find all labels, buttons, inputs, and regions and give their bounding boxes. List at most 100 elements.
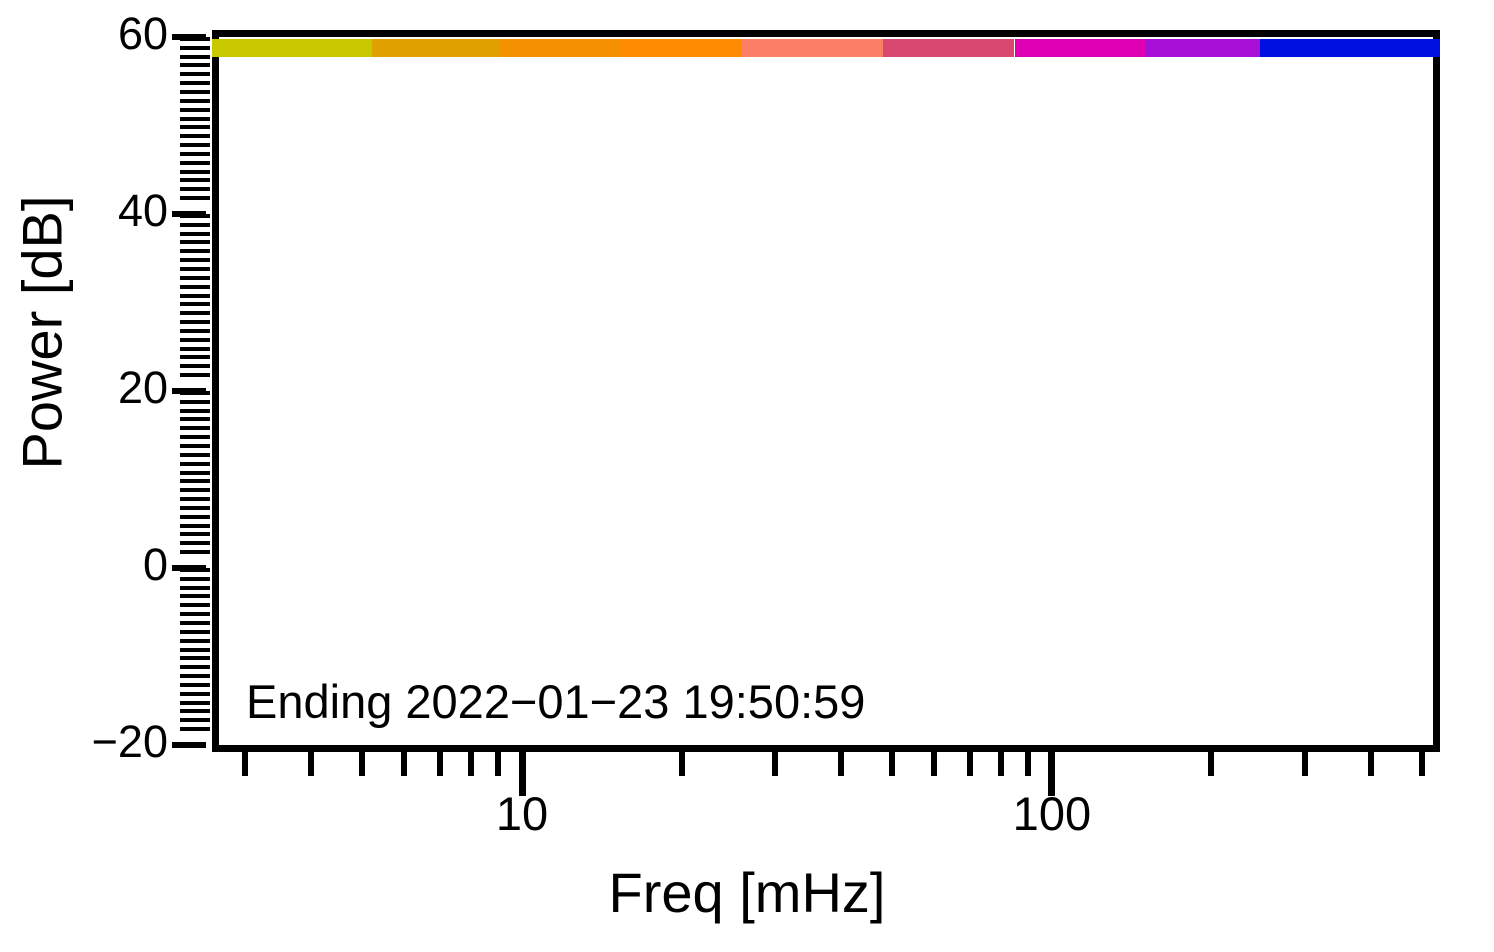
y-minor-tick bbox=[180, 355, 210, 360]
x-minor-tick bbox=[966, 752, 973, 776]
y-minor-tick bbox=[180, 505, 210, 510]
x-minor-tick bbox=[494, 752, 501, 776]
y-minor-tick bbox=[180, 293, 210, 298]
y-minor-tick bbox=[180, 36, 210, 41]
y-minor-tick bbox=[180, 81, 210, 86]
y-minor-tick bbox=[180, 461, 210, 466]
y-minor-tick bbox=[180, 328, 210, 333]
y-minor-tick bbox=[180, 426, 210, 431]
x-minor-tick bbox=[241, 752, 248, 776]
y-minor-tick bbox=[180, 417, 210, 422]
x-major-tick bbox=[518, 752, 526, 796]
y-minor-tick bbox=[180, 125, 210, 130]
y-minor-tick bbox=[180, 612, 210, 617]
y-minor-tick bbox=[180, 178, 210, 183]
y-major-tick-0 bbox=[172, 742, 206, 748]
plot-frame bbox=[212, 30, 1440, 752]
y-tick-label-4: 60 bbox=[117, 8, 168, 59]
y-minor-tick bbox=[180, 691, 210, 696]
x-minor-tick bbox=[1301, 752, 1308, 776]
y-minor-tick bbox=[180, 514, 210, 519]
y-minor-tick bbox=[180, 98, 210, 103]
top-color-bar bbox=[212, 39, 1440, 57]
y-minor-tick bbox=[180, 603, 210, 608]
y-minor-tick bbox=[180, 275, 210, 280]
color-bar-segment-3 bbox=[621, 39, 742, 57]
y-minor-tick bbox=[180, 213, 210, 218]
x-minor-tick bbox=[308, 752, 315, 776]
y-minor-tick bbox=[180, 682, 210, 687]
y-minor-tick bbox=[180, 151, 210, 156]
y-minor-tick bbox=[180, 89, 210, 94]
color-bar-segment-2 bbox=[500, 39, 622, 57]
y-tick-label-2: 20 bbox=[117, 362, 168, 413]
y-minor-tick bbox=[180, 169, 210, 174]
y-minor-tick bbox=[180, 258, 210, 263]
y-minor-tick bbox=[180, 620, 210, 625]
x-minor-tick bbox=[359, 752, 366, 776]
x-axis-title: Freq [mHz] bbox=[608, 861, 886, 924]
y-minor-tick bbox=[180, 541, 210, 546]
y-minor-tick bbox=[180, 63, 210, 68]
x-minor-tick bbox=[997, 752, 1004, 776]
x-minor-tick bbox=[678, 752, 685, 776]
x-minor-tick bbox=[401, 752, 408, 776]
y-minor-tick bbox=[180, 222, 210, 227]
y-minor-tick bbox=[180, 576, 210, 581]
y-minor-tick bbox=[180, 231, 210, 236]
x-tick-label-0: 10 bbox=[495, 787, 549, 840]
y-minor-tick bbox=[180, 594, 210, 599]
y-axis-title: Power [dB] bbox=[10, 195, 74, 470]
y-minor-tick bbox=[180, 160, 210, 165]
x-minor-tick bbox=[889, 752, 896, 776]
y-minor-tick bbox=[180, 196, 210, 201]
y-minor-tick bbox=[180, 665, 210, 670]
color-bar-segment-8 bbox=[1259, 39, 1440, 57]
color-bar-segment-7 bbox=[1145, 39, 1260, 57]
y-minor-tick bbox=[180, 647, 210, 652]
x-minor-tick bbox=[1208, 752, 1215, 776]
y-minor-tick bbox=[180, 266, 210, 271]
y-minor-tick bbox=[180, 497, 210, 502]
x-axis-ticks bbox=[212, 752, 1440, 796]
y-tick-label-0: −20 bbox=[91, 716, 168, 767]
y-minor-tick bbox=[180, 709, 210, 714]
y-minor-tick bbox=[180, 470, 210, 475]
y-minor-tick bbox=[180, 373, 210, 378]
y-axis-minor-ticks bbox=[180, 30, 212, 752]
x-minor-tick bbox=[1419, 752, 1426, 776]
y-minor-tick bbox=[180, 585, 210, 590]
y-minor-tick bbox=[180, 435, 210, 440]
y-minor-tick bbox=[180, 638, 210, 643]
y-minor-tick bbox=[180, 107, 210, 112]
y-minor-tick bbox=[180, 302, 210, 307]
color-bar-segment-6 bbox=[1014, 39, 1146, 57]
y-minor-tick bbox=[180, 187, 210, 192]
y-minor-tick bbox=[180, 240, 210, 245]
y-minor-tick bbox=[180, 674, 210, 679]
y-minor-tick bbox=[180, 488, 210, 493]
y-minor-tick bbox=[180, 399, 210, 404]
y-minor-tick bbox=[180, 523, 210, 528]
x-minor-tick bbox=[1024, 752, 1031, 776]
x-minor-tick bbox=[467, 752, 474, 776]
color-bar-segment-5 bbox=[882, 39, 1015, 57]
y-minor-tick bbox=[180, 550, 210, 555]
color-bar-segment-1 bbox=[371, 39, 501, 57]
x-minor-tick bbox=[771, 752, 778, 776]
y-minor-tick bbox=[180, 284, 210, 289]
y-minor-tick bbox=[180, 700, 210, 705]
y-minor-tick bbox=[180, 72, 210, 77]
color-bar-segment-0 bbox=[212, 39, 372, 57]
annotation-ending-timestamp: Ending 2022−01−23 19:50:59 bbox=[246, 675, 866, 728]
y-minor-tick bbox=[180, 143, 210, 148]
y-minor-tick bbox=[180, 45, 210, 50]
y-minor-tick bbox=[180, 656, 210, 661]
y-minor-tick bbox=[180, 718, 210, 723]
x-major-tick bbox=[1048, 752, 1056, 796]
y-minor-tick bbox=[180, 346, 210, 351]
x-tick-label-1: 100 bbox=[1012, 787, 1092, 840]
y-minor-tick bbox=[180, 364, 210, 369]
x-minor-tick bbox=[838, 752, 845, 776]
x-minor-tick bbox=[1367, 752, 1374, 776]
